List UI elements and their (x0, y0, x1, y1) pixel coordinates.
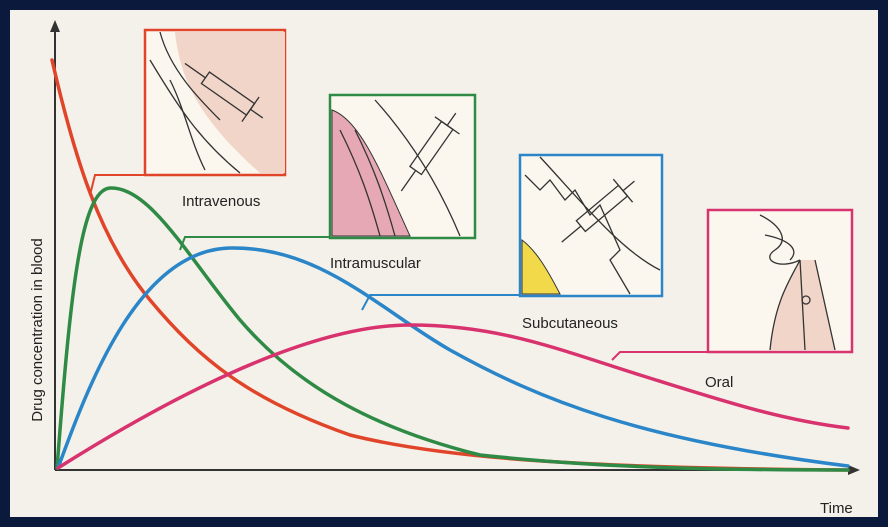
oral-inset (706, 208, 854, 354)
intramuscular-inset (328, 93, 477, 240)
subcutaneous-connector (361, 294, 520, 311)
intravenous-inset (143, 28, 287, 177)
subcutaneous-curve (56, 246, 850, 470)
subcutaneous-inset (518, 153, 664, 298)
intramuscular-connector (179, 236, 330, 251)
route-label: Oral (705, 374, 733, 391)
route-label: Subcutaneous (522, 315, 618, 332)
y-axis-label: Drug concentration in blood (29, 238, 46, 421)
x-axis-arrow (848, 465, 860, 475)
oral-curve (56, 323, 850, 470)
route-label: Intramuscular (330, 255, 421, 272)
intramuscular-curve (55, 186, 850, 472)
x-axis-label: Time (820, 500, 853, 517)
oral-connector (611, 351, 708, 361)
y-axis-arrow (50, 20, 60, 32)
intravenous-connector (89, 174, 145, 196)
route-label: Intravenous (182, 193, 260, 210)
